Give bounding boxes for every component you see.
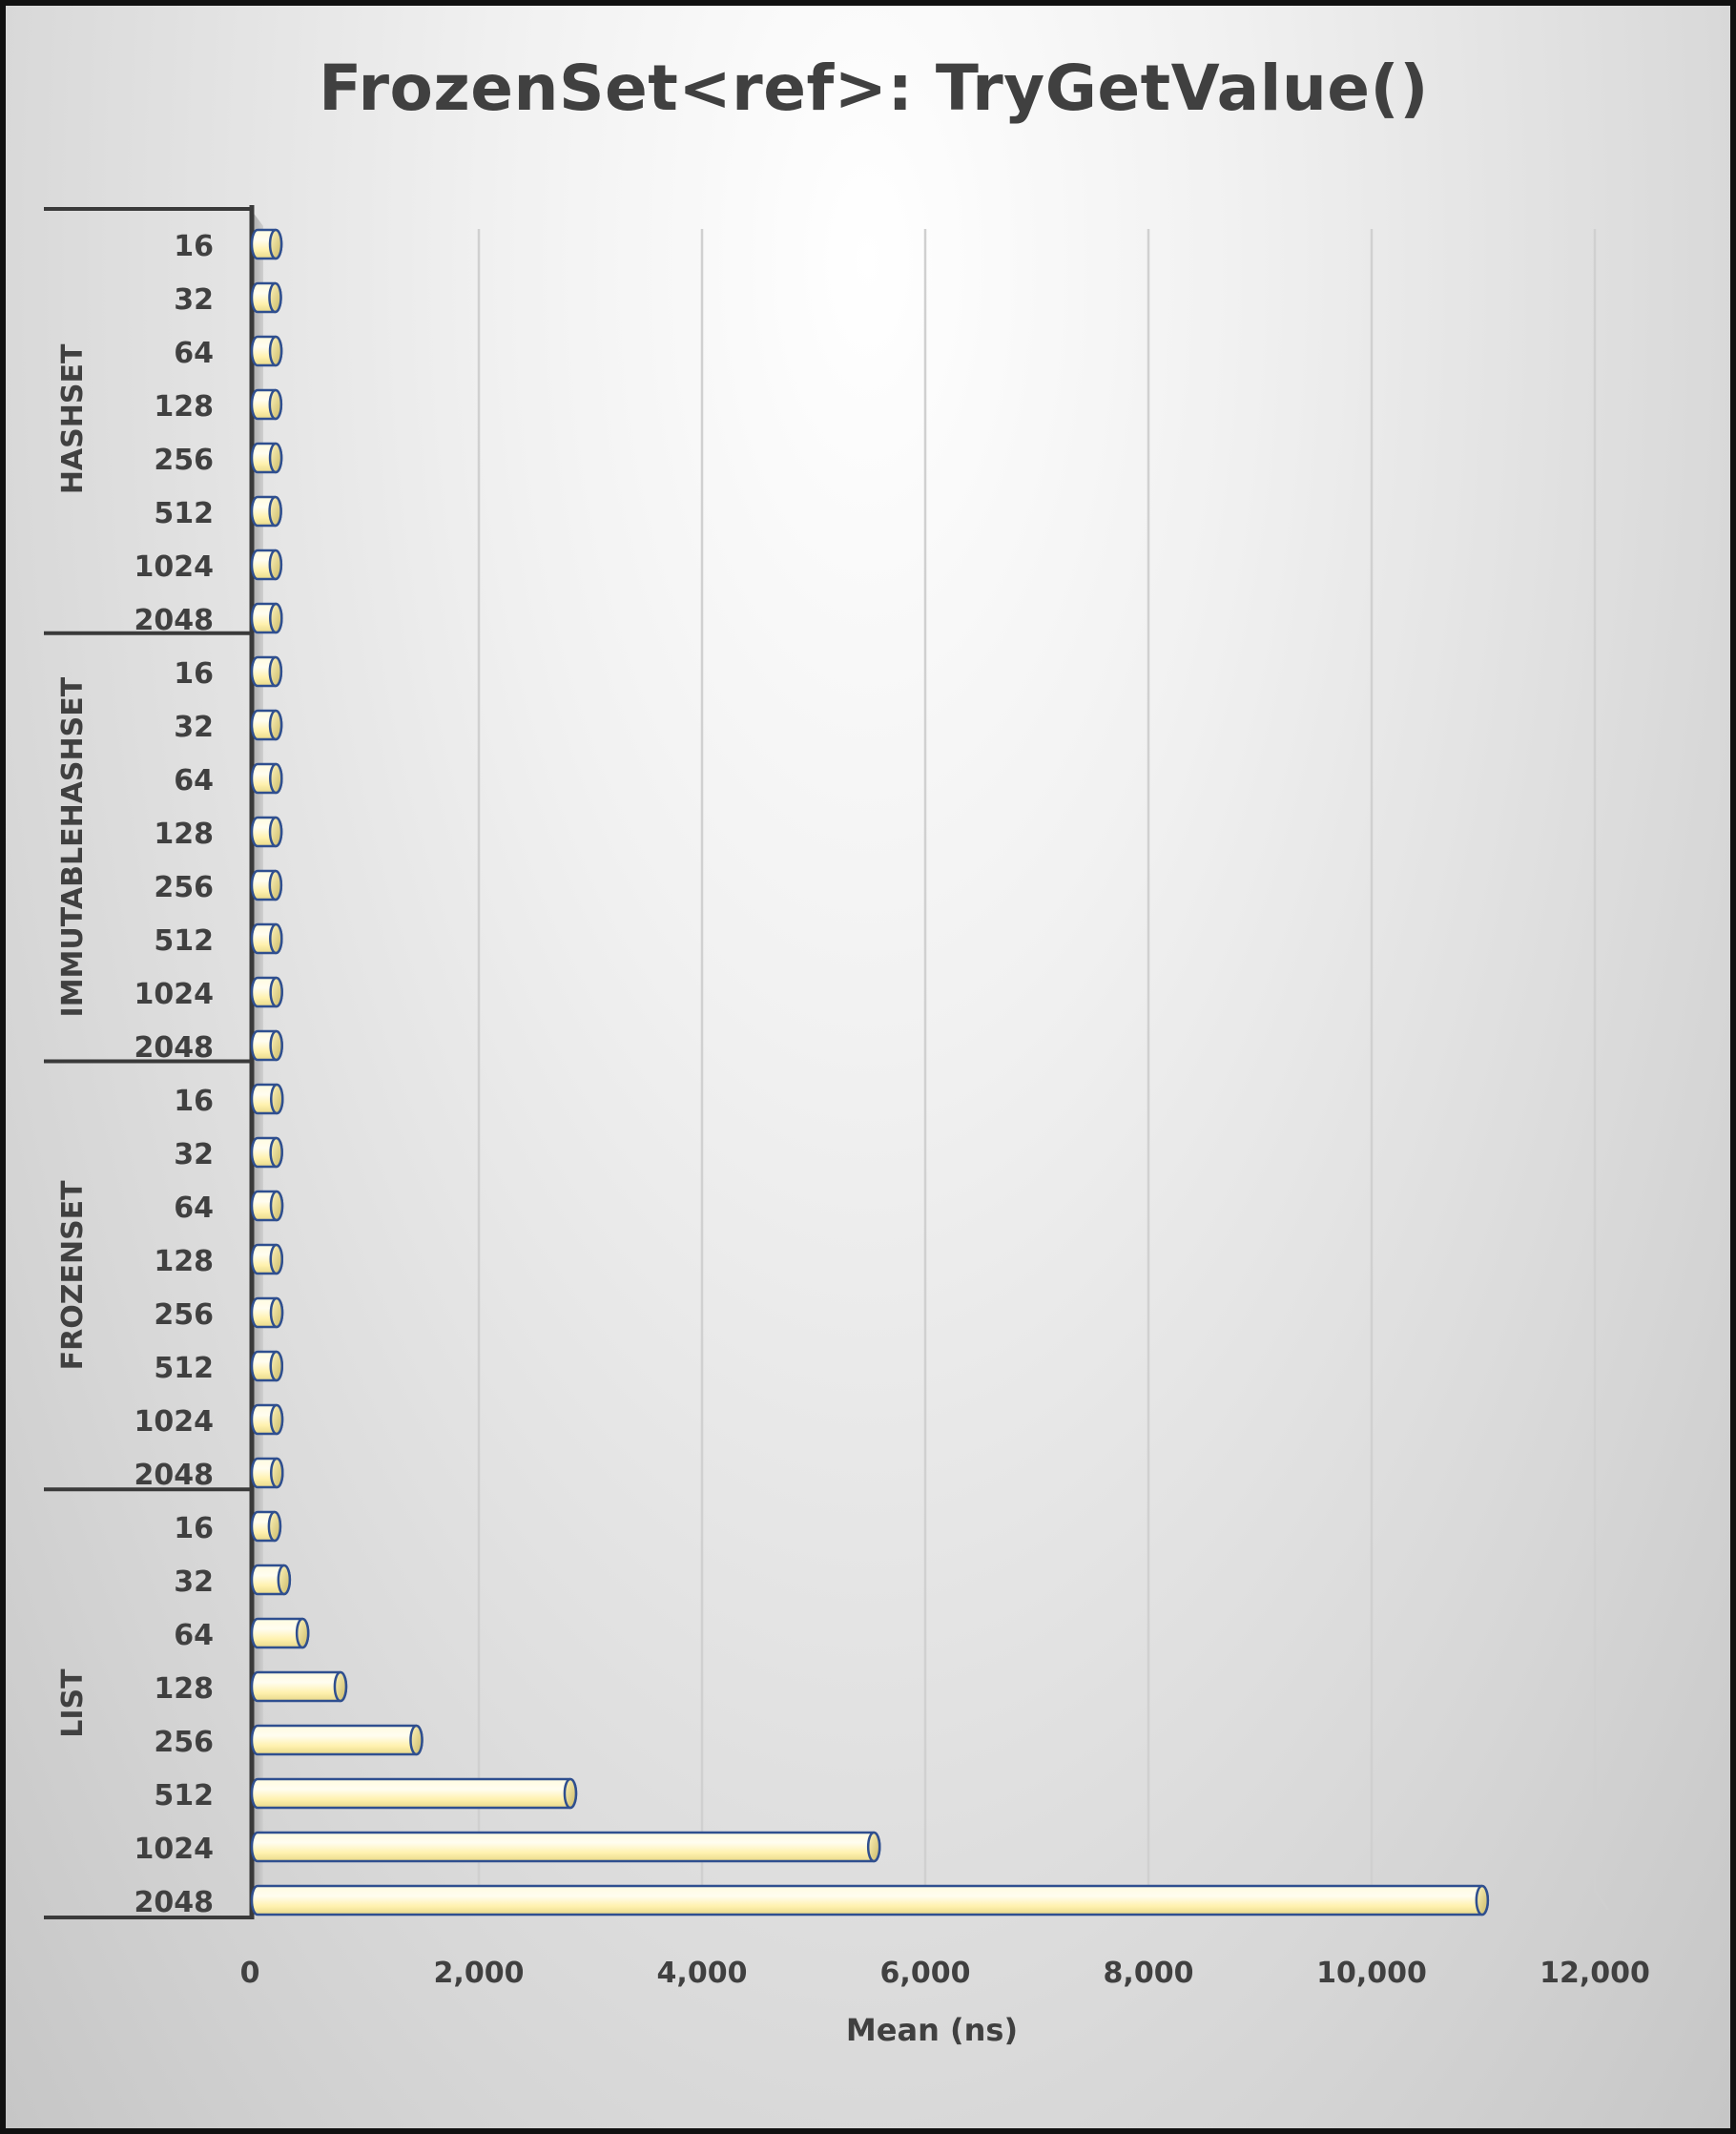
y-axis-labels: 16 32 64 128 256 512 1024 2048 16 32 64 128 256 512 10… xyxy=(44,207,252,1919)
category-label: 32 xyxy=(174,711,214,744)
bar xyxy=(250,1510,282,1543)
category-label: 1024 xyxy=(134,1833,215,1866)
bar xyxy=(250,1350,284,1382)
category-label: 1024 xyxy=(134,978,215,1011)
bar xyxy=(250,388,283,421)
category-label: 2048 xyxy=(134,1886,215,1919)
category-label: 128 xyxy=(154,1245,214,1278)
bar xyxy=(250,1831,881,1863)
bar xyxy=(250,228,283,260)
x-tick-label: 2,000 xyxy=(434,1957,525,1990)
bar xyxy=(250,655,283,688)
bar xyxy=(250,1564,292,1596)
bar xyxy=(250,1190,284,1222)
bar xyxy=(250,1243,284,1275)
gridlines xyxy=(477,229,1610,1911)
bar xyxy=(250,1724,424,1756)
bar xyxy=(250,1884,1490,1916)
category-label: 512 xyxy=(154,924,214,958)
bar xyxy=(250,1083,284,1115)
bar xyxy=(250,335,283,367)
bar xyxy=(250,762,283,795)
category-label: 64 xyxy=(174,1619,214,1652)
category-label: 16 xyxy=(174,1085,214,1118)
category-label: 128 xyxy=(154,390,214,424)
bar xyxy=(250,1296,284,1329)
x-tick-label: 4,000 xyxy=(657,1957,748,1990)
group-label: FROZENSET xyxy=(56,1180,90,1371)
gridline-floor xyxy=(1593,1890,1610,1911)
category-label: 256 xyxy=(154,871,214,904)
bar xyxy=(250,1403,284,1436)
bar xyxy=(250,816,283,848)
category-label: 2048 xyxy=(134,1031,215,1065)
category-label: 2048 xyxy=(134,1459,215,1492)
bar xyxy=(250,1029,283,1062)
category-label: 32 xyxy=(174,283,214,317)
category-label: 64 xyxy=(174,764,214,798)
bar xyxy=(250,869,283,901)
x-tick-label: 10,000 xyxy=(1316,1957,1427,1990)
bar xyxy=(250,1777,578,1810)
chart-title: FrozenSet<ref>: TryGetValue() xyxy=(319,52,1429,125)
category-label: 16 xyxy=(174,657,214,691)
bar xyxy=(250,281,282,314)
category-label: 32 xyxy=(174,1565,214,1599)
x-tick-label: 8,000 xyxy=(1104,1957,1194,1990)
group-label: LIST xyxy=(56,1668,90,1738)
bar xyxy=(250,442,283,474)
x-axis-labels: 0 2,000 4,000 6,000 8,000 10,000 12,000 xyxy=(240,1957,1650,1990)
group-label: IMMUTABLEHASHSET xyxy=(56,676,90,1017)
bar xyxy=(250,1457,284,1489)
bar xyxy=(250,1617,310,1649)
group-label: HASHSET xyxy=(56,343,90,494)
bar xyxy=(250,495,282,528)
category-label: 512 xyxy=(154,1352,214,1385)
bar xyxy=(250,1670,348,1703)
bars xyxy=(250,228,1490,1916)
x-tick-label: 0 xyxy=(240,1957,260,1990)
category-label: 128 xyxy=(154,1672,214,1706)
x-tick-label: 12,000 xyxy=(1540,1957,1650,1990)
bar xyxy=(250,549,283,581)
bar xyxy=(250,1136,283,1169)
category-label: 64 xyxy=(174,1191,214,1225)
x-axis-title: Mean (ns) xyxy=(846,2012,1018,2048)
bar xyxy=(250,922,283,955)
category-label: 256 xyxy=(154,1298,214,1332)
category-label: 256 xyxy=(154,444,214,477)
category-label: 512 xyxy=(154,497,214,530)
category-label: 1024 xyxy=(134,550,215,584)
category-label: 128 xyxy=(154,818,214,851)
x-tick-label: 6,000 xyxy=(880,1957,971,1990)
plot-area: 16 32 64 128 256 512 1024 2048 16 32 64 128 256 512 10… xyxy=(44,205,1650,2048)
category-label: 512 xyxy=(154,1779,214,1813)
category-label: 32 xyxy=(174,1138,214,1171)
category-label: 16 xyxy=(174,1512,214,1545)
bar xyxy=(250,976,283,1008)
bar xyxy=(250,602,283,634)
category-label: 64 xyxy=(174,337,214,370)
category-label: 256 xyxy=(154,1726,214,1759)
axis-wall-shade xyxy=(252,211,263,1917)
category-label: 16 xyxy=(174,230,214,263)
bar xyxy=(250,709,283,741)
category-label: 1024 xyxy=(134,1405,215,1439)
